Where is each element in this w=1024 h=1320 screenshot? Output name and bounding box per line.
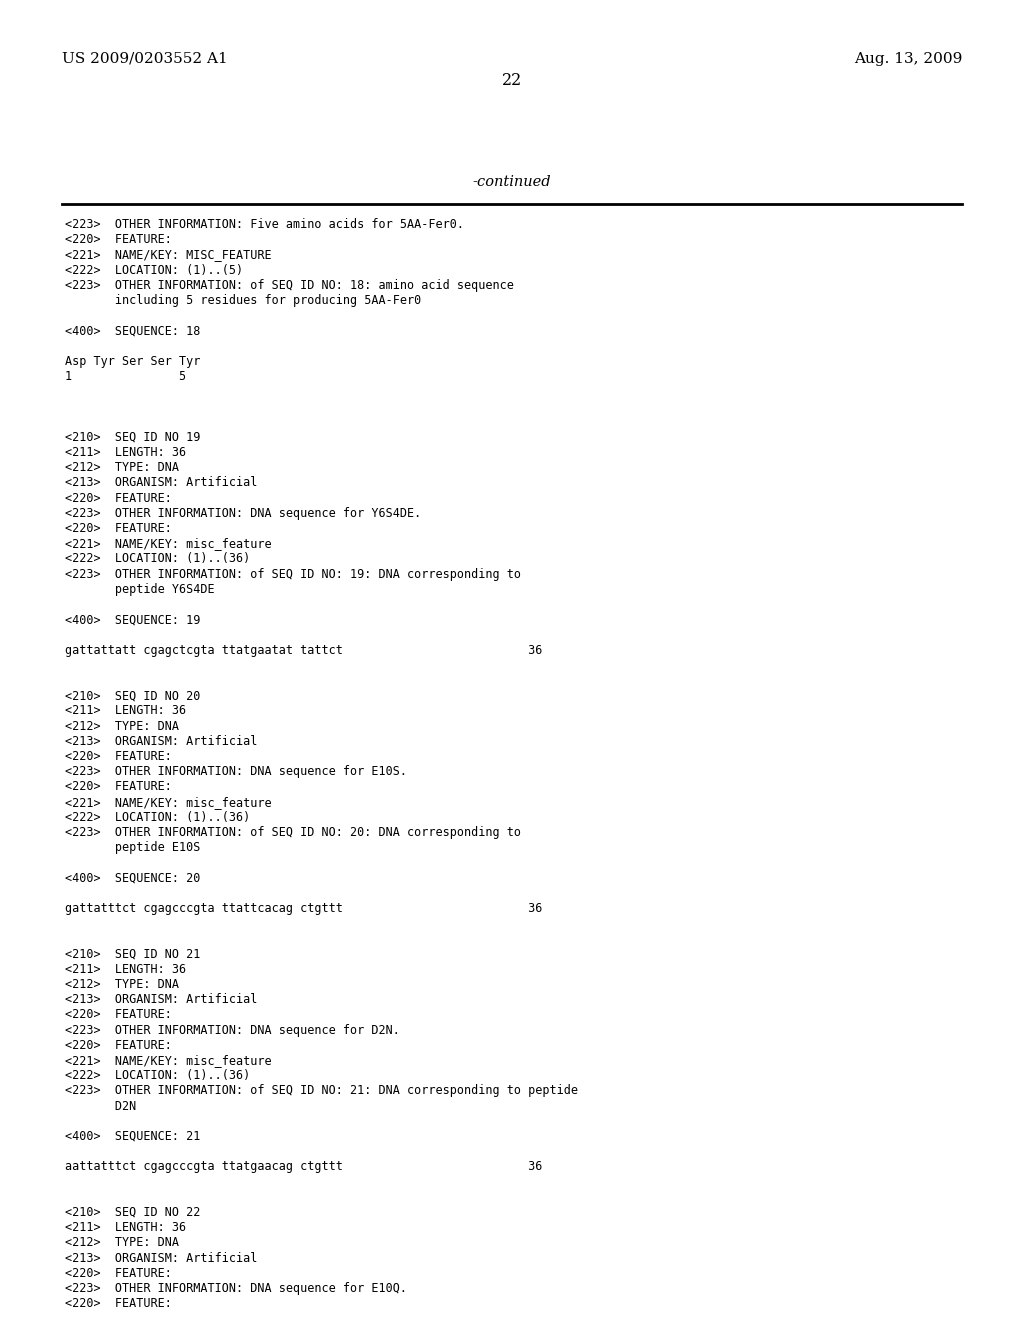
Text: including 5 residues for producing 5AA-Fer0: including 5 residues for producing 5AA-F… [65, 294, 421, 308]
Text: <222>  LOCATION: (1)..(5): <222> LOCATION: (1)..(5) [65, 264, 243, 277]
Text: <212>  TYPE: DNA: <212> TYPE: DNA [65, 978, 179, 991]
Text: 22: 22 [502, 73, 522, 88]
Text: <223>  OTHER INFORMATION: DNA sequence for E10Q.: <223> OTHER INFORMATION: DNA sequence fo… [65, 1282, 407, 1295]
Text: <212>  TYPE: DNA: <212> TYPE: DNA [65, 719, 179, 733]
Text: <210>  SEQ ID NO 20: <210> SEQ ID NO 20 [65, 689, 201, 702]
Text: <400>  SEQUENCE: 21: <400> SEQUENCE: 21 [65, 1130, 201, 1143]
Text: <221>  NAME/KEY: misc_feature: <221> NAME/KEY: misc_feature [65, 537, 271, 550]
Text: <220>  FEATURE:: <220> FEATURE: [65, 521, 172, 535]
Text: US 2009/0203552 A1: US 2009/0203552 A1 [62, 51, 227, 66]
Text: <210>  SEQ ID NO 21: <210> SEQ ID NO 21 [65, 948, 201, 961]
Text: <220>  FEATURE:: <220> FEATURE: [65, 1039, 172, 1052]
Text: <400>  SEQUENCE: 19: <400> SEQUENCE: 19 [65, 614, 201, 626]
Text: <220>  FEATURE:: <220> FEATURE: [65, 780, 172, 793]
Text: -continued: -continued [473, 176, 551, 189]
Text: 1               5: 1 5 [65, 370, 186, 383]
Text: <220>  FEATURE:: <220> FEATURE: [65, 491, 172, 504]
Text: <212>  TYPE: DNA: <212> TYPE: DNA [65, 461, 179, 474]
Text: <213>  ORGANISM: Artificial: <213> ORGANISM: Artificial [65, 993, 257, 1006]
Text: <222>  LOCATION: (1)..(36): <222> LOCATION: (1)..(36) [65, 552, 250, 565]
Text: <223>  OTHER INFORMATION: of SEQ ID NO: 19: DNA corresponding to: <223> OTHER INFORMATION: of SEQ ID NO: 1… [65, 568, 521, 581]
Text: Aug. 13, 2009: Aug. 13, 2009 [854, 51, 962, 66]
Text: D2N: D2N [65, 1100, 136, 1113]
Text: <213>  ORGANISM: Artificial: <213> ORGANISM: Artificial [65, 1251, 257, 1265]
Text: gattattatt cgagctcgta ttatgaatat tattct                          36: gattattatt cgagctcgta ttatgaatat tattct … [65, 644, 543, 656]
Text: <223>  OTHER INFORMATION: of SEQ ID NO: 21: DNA corresponding to peptide: <223> OTHER INFORMATION: of SEQ ID NO: 2… [65, 1085, 578, 1097]
Text: <223>  OTHER INFORMATION: DNA sequence for E10S.: <223> OTHER INFORMATION: DNA sequence fo… [65, 766, 407, 779]
Text: <220>  FEATURE:: <220> FEATURE: [65, 1298, 172, 1311]
Text: <211>  LENGTH: 36: <211> LENGTH: 36 [65, 446, 186, 459]
Text: <220>  FEATURE:: <220> FEATURE: [65, 750, 172, 763]
Text: <400>  SEQUENCE: 18: <400> SEQUENCE: 18 [65, 325, 201, 338]
Text: <222>  LOCATION: (1)..(36): <222> LOCATION: (1)..(36) [65, 810, 250, 824]
Text: peptide E10S: peptide E10S [65, 841, 201, 854]
Text: <223>  OTHER INFORMATION: of SEQ ID NO: 18: amino acid sequence: <223> OTHER INFORMATION: of SEQ ID NO: 1… [65, 279, 514, 292]
Text: <223>  OTHER INFORMATION: DNA sequence for Y6S4DE.: <223> OTHER INFORMATION: DNA sequence fo… [65, 507, 421, 520]
Text: <213>  ORGANISM: Artificial: <213> ORGANISM: Artificial [65, 477, 257, 490]
Text: <223>  OTHER INFORMATION: of SEQ ID NO: 20: DNA corresponding to: <223> OTHER INFORMATION: of SEQ ID NO: 2… [65, 826, 521, 840]
Text: <211>  LENGTH: 36: <211> LENGTH: 36 [65, 962, 186, 975]
Text: <221>  NAME/KEY: misc_feature: <221> NAME/KEY: misc_feature [65, 796, 271, 809]
Text: <213>  ORGANISM: Artificial: <213> ORGANISM: Artificial [65, 735, 257, 748]
Text: <210>  SEQ ID NO 22: <210> SEQ ID NO 22 [65, 1206, 201, 1218]
Text: <222>  LOCATION: (1)..(36): <222> LOCATION: (1)..(36) [65, 1069, 250, 1082]
Text: <220>  FEATURE:: <220> FEATURE: [65, 234, 172, 247]
Text: <211>  LENGTH: 36: <211> LENGTH: 36 [65, 705, 186, 717]
Text: Asp Tyr Ser Ser Tyr: Asp Tyr Ser Ser Tyr [65, 355, 201, 368]
Text: <400>  SEQUENCE: 20: <400> SEQUENCE: 20 [65, 871, 201, 884]
Text: <221>  NAME/KEY: MISC_FEATURE: <221> NAME/KEY: MISC_FEATURE [65, 248, 271, 261]
Text: <223>  OTHER INFORMATION: Five amino acids for 5AA-Fer0.: <223> OTHER INFORMATION: Five amino acid… [65, 218, 464, 231]
Text: <223>  OTHER INFORMATION: DNA sequence for D2N.: <223> OTHER INFORMATION: DNA sequence fo… [65, 1023, 400, 1036]
Text: aattatttct cgagcccgta ttatgaacag ctgttt                          36: aattatttct cgagcccgta ttatgaacag ctgttt … [65, 1160, 543, 1173]
Text: <211>  LENGTH: 36: <211> LENGTH: 36 [65, 1221, 186, 1234]
Text: <212>  TYPE: DNA: <212> TYPE: DNA [65, 1237, 179, 1250]
Text: <221>  NAME/KEY: misc_feature: <221> NAME/KEY: misc_feature [65, 1053, 271, 1067]
Text: <210>  SEQ ID NO 19: <210> SEQ ID NO 19 [65, 430, 201, 444]
Text: peptide Y6S4DE: peptide Y6S4DE [65, 583, 215, 595]
Text: gattatttct cgagcccgta ttattcacag ctgttt                          36: gattatttct cgagcccgta ttattcacag ctgttt … [65, 902, 543, 915]
Text: <220>  FEATURE:: <220> FEATURE: [65, 1267, 172, 1280]
Text: <220>  FEATURE:: <220> FEATURE: [65, 1008, 172, 1022]
